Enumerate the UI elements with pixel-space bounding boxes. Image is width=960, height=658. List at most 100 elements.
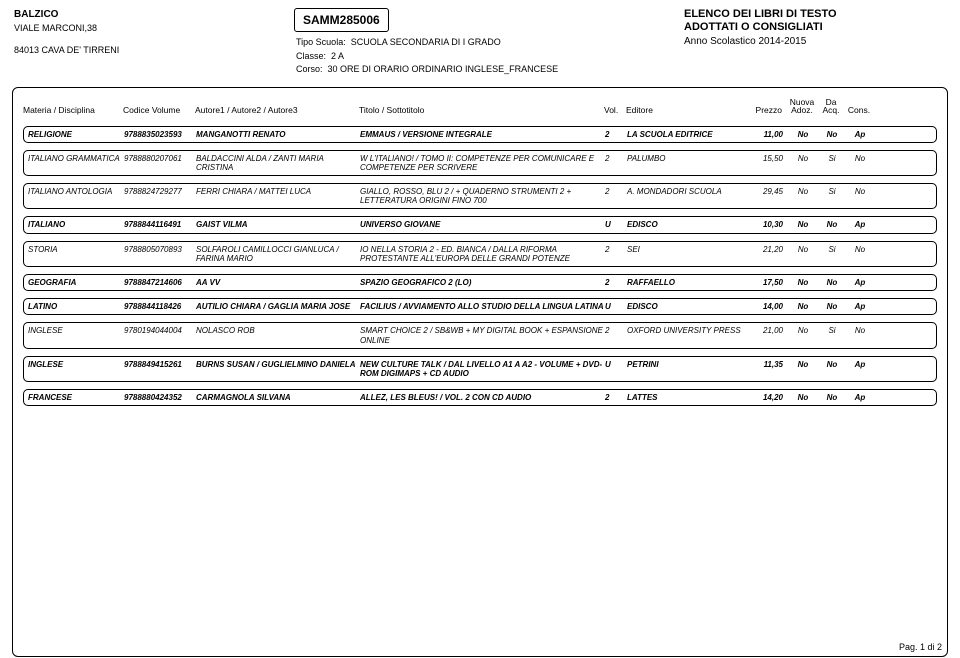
header: BALZICO VIALE MARCONI,38 84013 CAVA DE' …: [0, 0, 960, 83]
cell-materia: INGLESE: [24, 326, 124, 335]
cell-materia: ITALIANO ANTOLOGIA: [24, 187, 124, 196]
address-line-2: 84013 CAVA DE' TIRRENI: [14, 44, 294, 56]
cell-prezzo: 21,20: [747, 245, 787, 254]
cell-codice: 9788849415261: [124, 360, 196, 369]
cell-editore: RAFFAELLO: [627, 278, 747, 287]
cell-da: Si: [819, 154, 845, 163]
center-lines: Tipo Scuola: SCUOLA SECONDARIA DI I GRAD…: [294, 36, 654, 77]
cell-vol: 2: [605, 154, 627, 163]
rows-container: RELIGIONE9788835023593MANGANOTTI RENATOE…: [23, 126, 937, 407]
table-row: LATINO9788844118426AUTILIO CHIARA / GAGL…: [23, 298, 937, 315]
page-footer: Pag. 1 di 2: [899, 642, 942, 652]
col-editore: Editore: [626, 105, 746, 115]
col-prezzo: Prezzo: [746, 105, 786, 115]
col-nuova-2: Adoz.: [791, 105, 813, 115]
corso-value: 30 ORE DI ORARIO ORDINARIO INGLESE_FRANC…: [328, 64, 559, 74]
cell-codice: 9788880207061: [124, 154, 196, 163]
table-row: INGLESE9780194044004NOLASCO ROBSMART CHO…: [23, 322, 937, 348]
cell-titolo: FACILIUS / AVVIAMENTO ALLO STUDIO DELLA …: [360, 302, 605, 311]
header-left: BALZICO VIALE MARCONI,38 84013 CAVA DE' …: [14, 8, 294, 77]
cell-prezzo: 21,00: [747, 326, 787, 335]
cell-da: No: [819, 130, 845, 139]
cell-nuova: No: [787, 187, 819, 196]
tipo-line: Tipo Scuola: SCUOLA SECONDARIA DI I GRAD…: [296, 36, 654, 50]
col-materia: Materia / Disciplina: [23, 105, 123, 115]
cell-cons: No: [845, 245, 875, 254]
table-row: ITALIANO GRAMMATICA9788880207061BALDACCI…: [23, 150, 937, 176]
cell-materia: INGLESE: [24, 360, 124, 369]
col-titolo: Titolo / Sottotitolo: [359, 105, 604, 115]
cell-autore: AUTILIO CHIARA / GAGLIA MARIA JOSE: [196, 302, 360, 311]
cell-nuova: No: [787, 220, 819, 229]
tipo-label: Tipo Scuola:: [296, 37, 346, 47]
col-da: DaAcq.: [818, 98, 844, 115]
cell-titolo: W L'ITALIANO! / TOMO II: COMPETENZE PER …: [360, 154, 605, 172]
elenco-title-line1: ELENCO DEI LIBRI DI TESTO: [684, 8, 946, 21]
cell-autore: MANGANOTTI RENATO: [196, 130, 360, 139]
cell-vol: U: [605, 302, 627, 311]
cell-cons: No: [845, 187, 875, 196]
cell-materia: ITALIANO: [24, 220, 124, 229]
cell-titolo: ALLEZ, LES BLEUS! / VOL. 2 CON CD AUDIO: [360, 393, 605, 402]
cell-autore: BURNS SUSAN / GUGLIELMINO DANIELA: [196, 360, 360, 369]
tipo-value: SCUOLA SECONDARIA DI I GRADO: [351, 37, 501, 47]
cell-prezzo: 17,50: [747, 278, 787, 287]
cell-prezzo: 14,00: [747, 302, 787, 311]
table-row: STORIA9788805070893SOLFAROLI CAMILLOCCI …: [23, 241, 937, 267]
cell-da: No: [819, 220, 845, 229]
elenco-title-line2: ADOTTATI O CONSIGLIATI: [684, 21, 946, 34]
cell-vol: U: [605, 360, 627, 369]
cell-da: No: [819, 393, 845, 402]
col-autore: Autore1 / Autore2 / Autore3: [195, 105, 359, 115]
cell-titolo: NEW CULTURE TALK / DAL LIVELLO A1 A A2 -…: [360, 360, 605, 378]
cell-nuova: No: [787, 154, 819, 163]
cell-codice: 9788824729277: [124, 187, 196, 196]
cell-vol: U: [605, 220, 627, 229]
school-name: BALZICO: [14, 8, 294, 22]
corso-label: Corso:: [296, 64, 323, 74]
cell-nuova: No: [787, 302, 819, 311]
col-nuova: NuovaAdoz.: [786, 98, 818, 115]
cell-editore: OXFORD UNIVERSITY PRESS: [627, 326, 747, 335]
cell-titolo: GIALLO, ROSSO, BLU 2 / + QUADERNO STRUME…: [360, 187, 605, 205]
cell-vol: 2: [605, 130, 627, 139]
table-row: ITALIANO9788844116491GAIST VILMAUNIVERSO…: [23, 216, 937, 233]
cell-cons: Ap: [845, 360, 875, 369]
cell-prezzo: 10,30: [747, 220, 787, 229]
main-table-box: Materia / Disciplina Codice Volume Autor…: [12, 87, 948, 657]
cell-nuova: No: [787, 360, 819, 369]
cell-da: Si: [819, 187, 845, 196]
cell-prezzo: 11,00: [747, 130, 787, 139]
corso-line: Corso: 30 ORE DI ORARIO ORDINARIO INGLES…: [296, 63, 654, 77]
cell-cons: Ap: [845, 302, 875, 311]
cell-da: No: [819, 278, 845, 287]
header-right: ELENCO DEI LIBRI DI TESTO ADOTTATI O CON…: [654, 8, 946, 77]
col-cons: Cons.: [844, 105, 874, 115]
col-vol: Vol.: [604, 105, 626, 115]
cell-vol: 2: [605, 187, 627, 196]
cell-da: Si: [819, 326, 845, 335]
classe-line: Classe: 2 A: [296, 50, 654, 64]
cell-autore: NOLASCO ROB: [196, 326, 360, 335]
table-row: RELIGIONE9788835023593MANGANOTTI RENATOE…: [23, 126, 937, 143]
cell-cons: Ap: [845, 393, 875, 402]
cell-codice: 9788844118426: [124, 302, 196, 311]
cell-nuova: No: [787, 326, 819, 335]
cell-editore: LA SCUOLA EDITRICE: [627, 130, 747, 139]
cell-editore: EDISCO: [627, 302, 747, 311]
cell-nuova: No: [787, 278, 819, 287]
header-center: SAMM285006 Tipo Scuola: SCUOLA SECONDARI…: [294, 8, 654, 77]
table-row: ITALIANO ANTOLOGIA9788824729277FERRI CHI…: [23, 183, 937, 209]
cell-vol: 2: [605, 326, 627, 335]
cell-cons: No: [845, 326, 875, 335]
table-row: GEOGRAFIA9788847214606AA VVSPAZIO GEOGRA…: [23, 274, 937, 291]
cell-autore: CARMAGNOLA SILVANA: [196, 393, 360, 402]
cell-materia: LATINO: [24, 302, 124, 311]
cell-da: Si: [819, 245, 845, 254]
cell-da: No: [819, 302, 845, 311]
cell-materia: ITALIANO GRAMMATICA: [24, 154, 124, 163]
cell-autore: FERRI CHIARA / MATTEI LUCA: [196, 187, 360, 196]
cell-titolo: SMART CHOICE 2 / SB&WB + MY DIGITAL BOOK…: [360, 326, 605, 344]
cell-materia: STORIA: [24, 245, 124, 254]
cell-editore: A. MONDADORI SCUOLA: [627, 187, 747, 196]
